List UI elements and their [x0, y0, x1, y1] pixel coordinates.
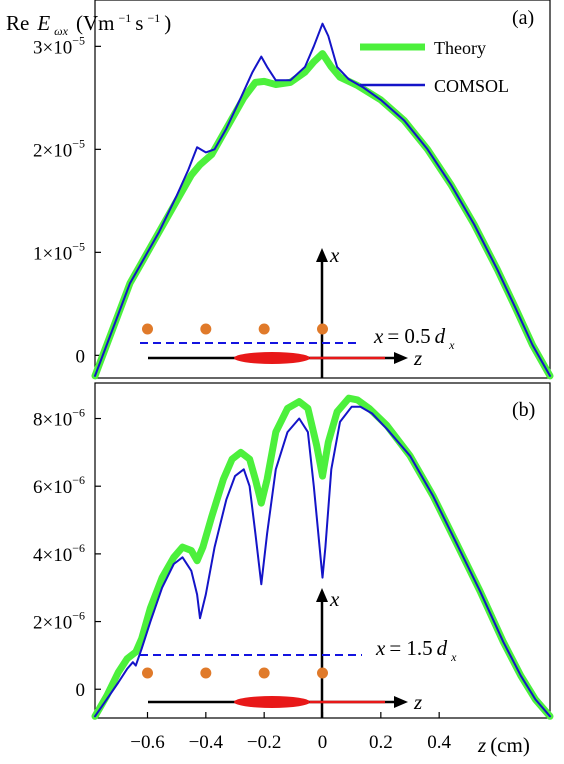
inset-dot: [317, 667, 328, 679]
y-tick-label: 8×10−6: [33, 406, 85, 431]
inset-a-line-label: x = 0.5 d x: [373, 324, 455, 352]
x-tick-label: −0.4: [189, 732, 224, 753]
y-tick-label: 2×10−5: [33, 136, 85, 161]
inset-a-z-arrowhead: [394, 352, 408, 364]
inset-b-beam: [234, 696, 310, 708]
panel-b-y-ticks: 0 2×10−6 4×10−6 6×10−6 8×10−6: [33, 406, 101, 701]
series-comsol-line: [94, 405, 551, 718]
inset-dot: [200, 667, 212, 679]
inset-dot: [200, 323, 212, 335]
inset-a-z-label: z: [413, 346, 422, 370]
y-tick-label: 2×10−6: [33, 609, 85, 634]
inset-b-z-arrowhead: [394, 696, 408, 708]
panel-a-series: [91, 22, 554, 380]
panel-a: (a) Re E ωx (Vm −1 s −1 ) 0 1×10−5 2×10−5 3…: [6, 0, 554, 380]
inset-b-x-label: x: [329, 587, 340, 611]
inset-b-line-label: x = 1.5 d x: [375, 636, 457, 664]
inset-dot: [258, 667, 270, 679]
x-tick-label: 0.4: [427, 732, 451, 753]
x-tick-label: 0: [318, 732, 328, 753]
panel-a-inset: x x = 0.5 d x z: [140, 243, 455, 378]
legend-theory-label: Theory: [434, 38, 486, 58]
legend-comsol-label: COMSOL: [434, 76, 509, 96]
panel-b-x-ticks: −0.6 −0.4 −0.2 0 0.2 0.4: [130, 712, 452, 753]
inset-b-x-arrowhead: [316, 588, 328, 602]
panel-a-ylabel: Re E ωx (Vm −1 s −1 ): [6, 9, 171, 39]
y-tick-label: 4×10−6: [33, 541, 85, 566]
inset-dot: [317, 323, 328, 335]
x-tick-label: −0.2: [247, 732, 281, 753]
panel-b-series: [91, 394, 554, 720]
y-tick-label: 1×10−5: [33, 239, 85, 264]
panel-b-label: (b): [512, 399, 535, 421]
x-tick-label: 0.2: [369, 732, 393, 753]
panel-b-inset: x x = 1.5 d x z: [140, 587, 457, 718]
series-comsol-line: [94, 22, 551, 377]
y-tick-label: 0: [76, 680, 86, 701]
inset-dot: [142, 323, 153, 335]
inset-b-dots: [142, 667, 328, 679]
panel-a-y-ticks: 0 1×10−5 2×10−5 3×10−5: [33, 33, 101, 367]
panel-a-label: (a): [512, 7, 534, 29]
inset-a-dots: [142, 323, 328, 335]
y-tick-label: 3×10−5: [33, 33, 85, 58]
legend: Theory COMSOL: [360, 38, 509, 96]
inset-a-x-arrowhead: [316, 248, 328, 262]
panel-b: (b) 02×10−64×10−66×10−68×10−6 −0.6 −0.4 −0…: [33, 382, 554, 757]
inset-a-x-label: x: [329, 243, 340, 267]
inset-dot: [142, 667, 153, 679]
x-axis-label: z (cm): [477, 733, 530, 757]
y-tick-label: 0: [76, 346, 86, 367]
y-tick-label: 6×10−6: [33, 473, 85, 498]
x-tick-label: −0.6: [130, 732, 164, 753]
inset-b-z-label: z: [413, 690, 422, 714]
inset-dot: [258, 323, 270, 335]
inset-a-beam: [234, 352, 310, 364]
